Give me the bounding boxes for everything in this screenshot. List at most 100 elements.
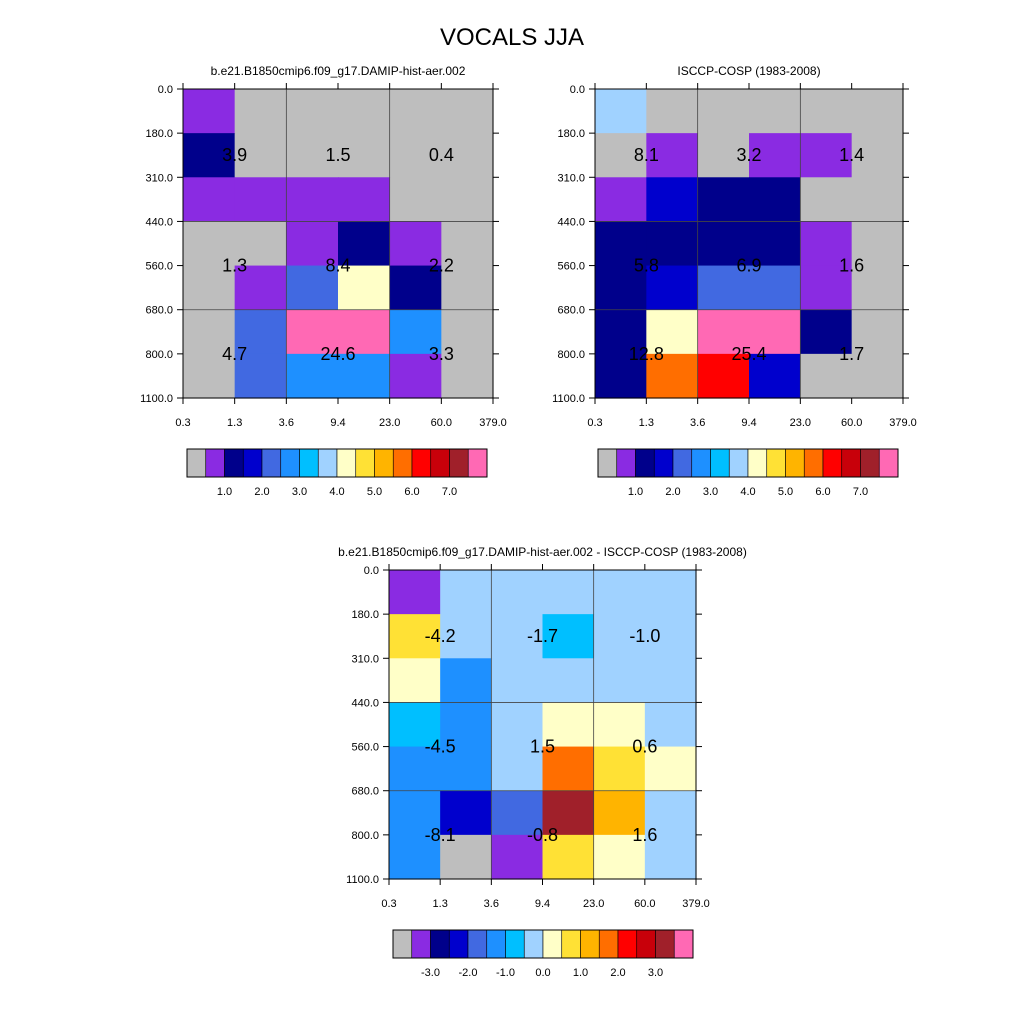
heatmap-cell: [644, 834, 697, 880]
colorbar-frame: [186, 448, 488, 478]
data-label: -4.2: [425, 626, 456, 646]
heatmap-panel-3: b.e21.B1850cmip6.f09_g17.DAMIP-hist-aer.…: [338, 545, 747, 979]
heatmap-cell: [441, 177, 494, 223]
y-tick-label: 0.0: [158, 84, 173, 96]
colorbar-swatch: [467, 929, 488, 959]
x-tick-label: 60.0: [634, 898, 655, 910]
heatmap-cell: [595, 265, 647, 311]
colorbar-label: 5.0: [778, 486, 793, 498]
heatmap-cell: [491, 658, 544, 704]
y-tick-label: 680.0: [557, 305, 585, 317]
colorbar-swatch: [616, 448, 636, 478]
heatmap-cell: [644, 790, 697, 836]
heatmap-cell: [440, 834, 492, 880]
heatmap-cell: [851, 133, 904, 178]
heatmap-cell: [595, 133, 647, 178]
colorbar-swatch: [317, 448, 338, 478]
data-label: 24.6: [320, 344, 355, 364]
heatmap-cell: [646, 265, 699, 311]
heatmap-cell: [749, 221, 801, 267]
colorbar-swatch: [598, 929, 619, 959]
colorbar-swatch: [655, 929, 675, 959]
y-tick-label: 560.0: [145, 261, 173, 273]
data-label: 8.4: [325, 256, 350, 276]
colorbar-swatch: [841, 448, 861, 478]
heatmap-cell: [234, 353, 287, 399]
colorbar-swatch: [467, 448, 488, 478]
heatmap-cell: [646, 221, 699, 267]
y-tick-label: 310.0: [145, 172, 173, 184]
heatmap-cell: [542, 702, 595, 748]
colorbar-swatch: [355, 448, 375, 478]
heatmap-cell: [183, 309, 236, 355]
heatmap-cell: [800, 309, 853, 355]
heatmap-cell: [286, 177, 339, 223]
x-tick-label: 23.0: [583, 898, 604, 910]
heatmap-cell: [646, 309, 699, 355]
heatmap-cell: [542, 658, 595, 704]
y-tick-label: 1100.0: [552, 393, 585, 405]
x-tick-label: 9.4: [535, 898, 550, 910]
heatmap-cell: [183, 353, 236, 399]
x-tick-label: 1.3: [227, 417, 242, 429]
colorbar-swatch: [392, 448, 413, 478]
heatmap-cell: [286, 265, 339, 311]
colorbar-swatch: [860, 448, 880, 478]
colorbar-swatch: [261, 448, 282, 478]
heatmap-cell: [697, 353, 750, 399]
heatmap-cell: [491, 746, 544, 792]
heatmap-cell: [440, 570, 492, 615]
colorbar-label: 3.0: [648, 967, 663, 979]
x-tick-label: 60.0: [431, 417, 452, 429]
heatmap-cell: [286, 353, 339, 399]
colorbar-swatch: [710, 448, 730, 478]
heatmap-panel-2: ISCCP-COSP (1983-2008) 0.0 180.0 310.0 440.0…: [552, 64, 917, 498]
heatmap-cell: [491, 702, 544, 748]
heatmap-cell: [491, 614, 544, 659]
data-label: 6.9: [736, 256, 761, 276]
data-label: 3.2: [736, 145, 761, 165]
colorbar-label: 5.0: [367, 486, 382, 498]
data-label: 3.3: [429, 344, 454, 364]
heatmap-cell: [286, 309, 339, 355]
heatmap-cell: [593, 614, 646, 659]
y-tick-label: 800.0: [557, 349, 585, 361]
heatmap-cell: [234, 89, 287, 134]
y-tick-label: 800.0: [351, 830, 379, 842]
data-label: -0.8: [527, 825, 558, 845]
heatmap-cell: [542, 746, 595, 792]
heatmap-cell: [593, 570, 646, 615]
heatmap-cell: [338, 221, 391, 267]
data-label: 1.4: [839, 145, 864, 165]
data-label: 4.7: [222, 344, 247, 364]
panel-title: b.e21.B1850cmip6.f09_g17.DAMIP-hist-aer.…: [338, 545, 747, 559]
heatmap-cell: [183, 177, 236, 223]
heatmap-cell: [851, 265, 904, 311]
heatmap-cell: [338, 177, 391, 223]
heatmap-cell: [851, 177, 904, 223]
heatmap-cell: [851, 221, 904, 267]
heatmap-cell: [800, 89, 853, 134]
colorbar-label: 3.0: [703, 486, 718, 498]
colorbar-label: 7.0: [853, 486, 868, 498]
heatmap-cell: [389, 133, 442, 178]
data-label: 1.6: [632, 825, 657, 845]
heatmap-cell: [389, 89, 442, 134]
colorbar-label: 1.0: [628, 486, 643, 498]
heatmap-cell: [646, 177, 699, 223]
colorbar-swatch: [430, 448, 450, 478]
heatmap-cell: [595, 177, 647, 223]
y-tick-label: 1100.0: [140, 393, 173, 405]
heatmap-cell: [542, 790, 595, 836]
heatmap-cell: [749, 265, 801, 311]
heatmap-cell: [389, 614, 441, 659]
colorbar-label: 6.0: [815, 486, 830, 498]
colorbar-swatch: [486, 929, 506, 959]
y-tick-label: 0.0: [570, 84, 585, 96]
heatmap-cell: [542, 570, 595, 615]
data-label: 25.4: [731, 344, 766, 364]
heatmap-cell: [491, 790, 544, 836]
colorbar-swatch: [766, 448, 786, 478]
heatmap-cell: [389, 177, 442, 223]
colorbar-label: 2.0: [610, 967, 625, 979]
